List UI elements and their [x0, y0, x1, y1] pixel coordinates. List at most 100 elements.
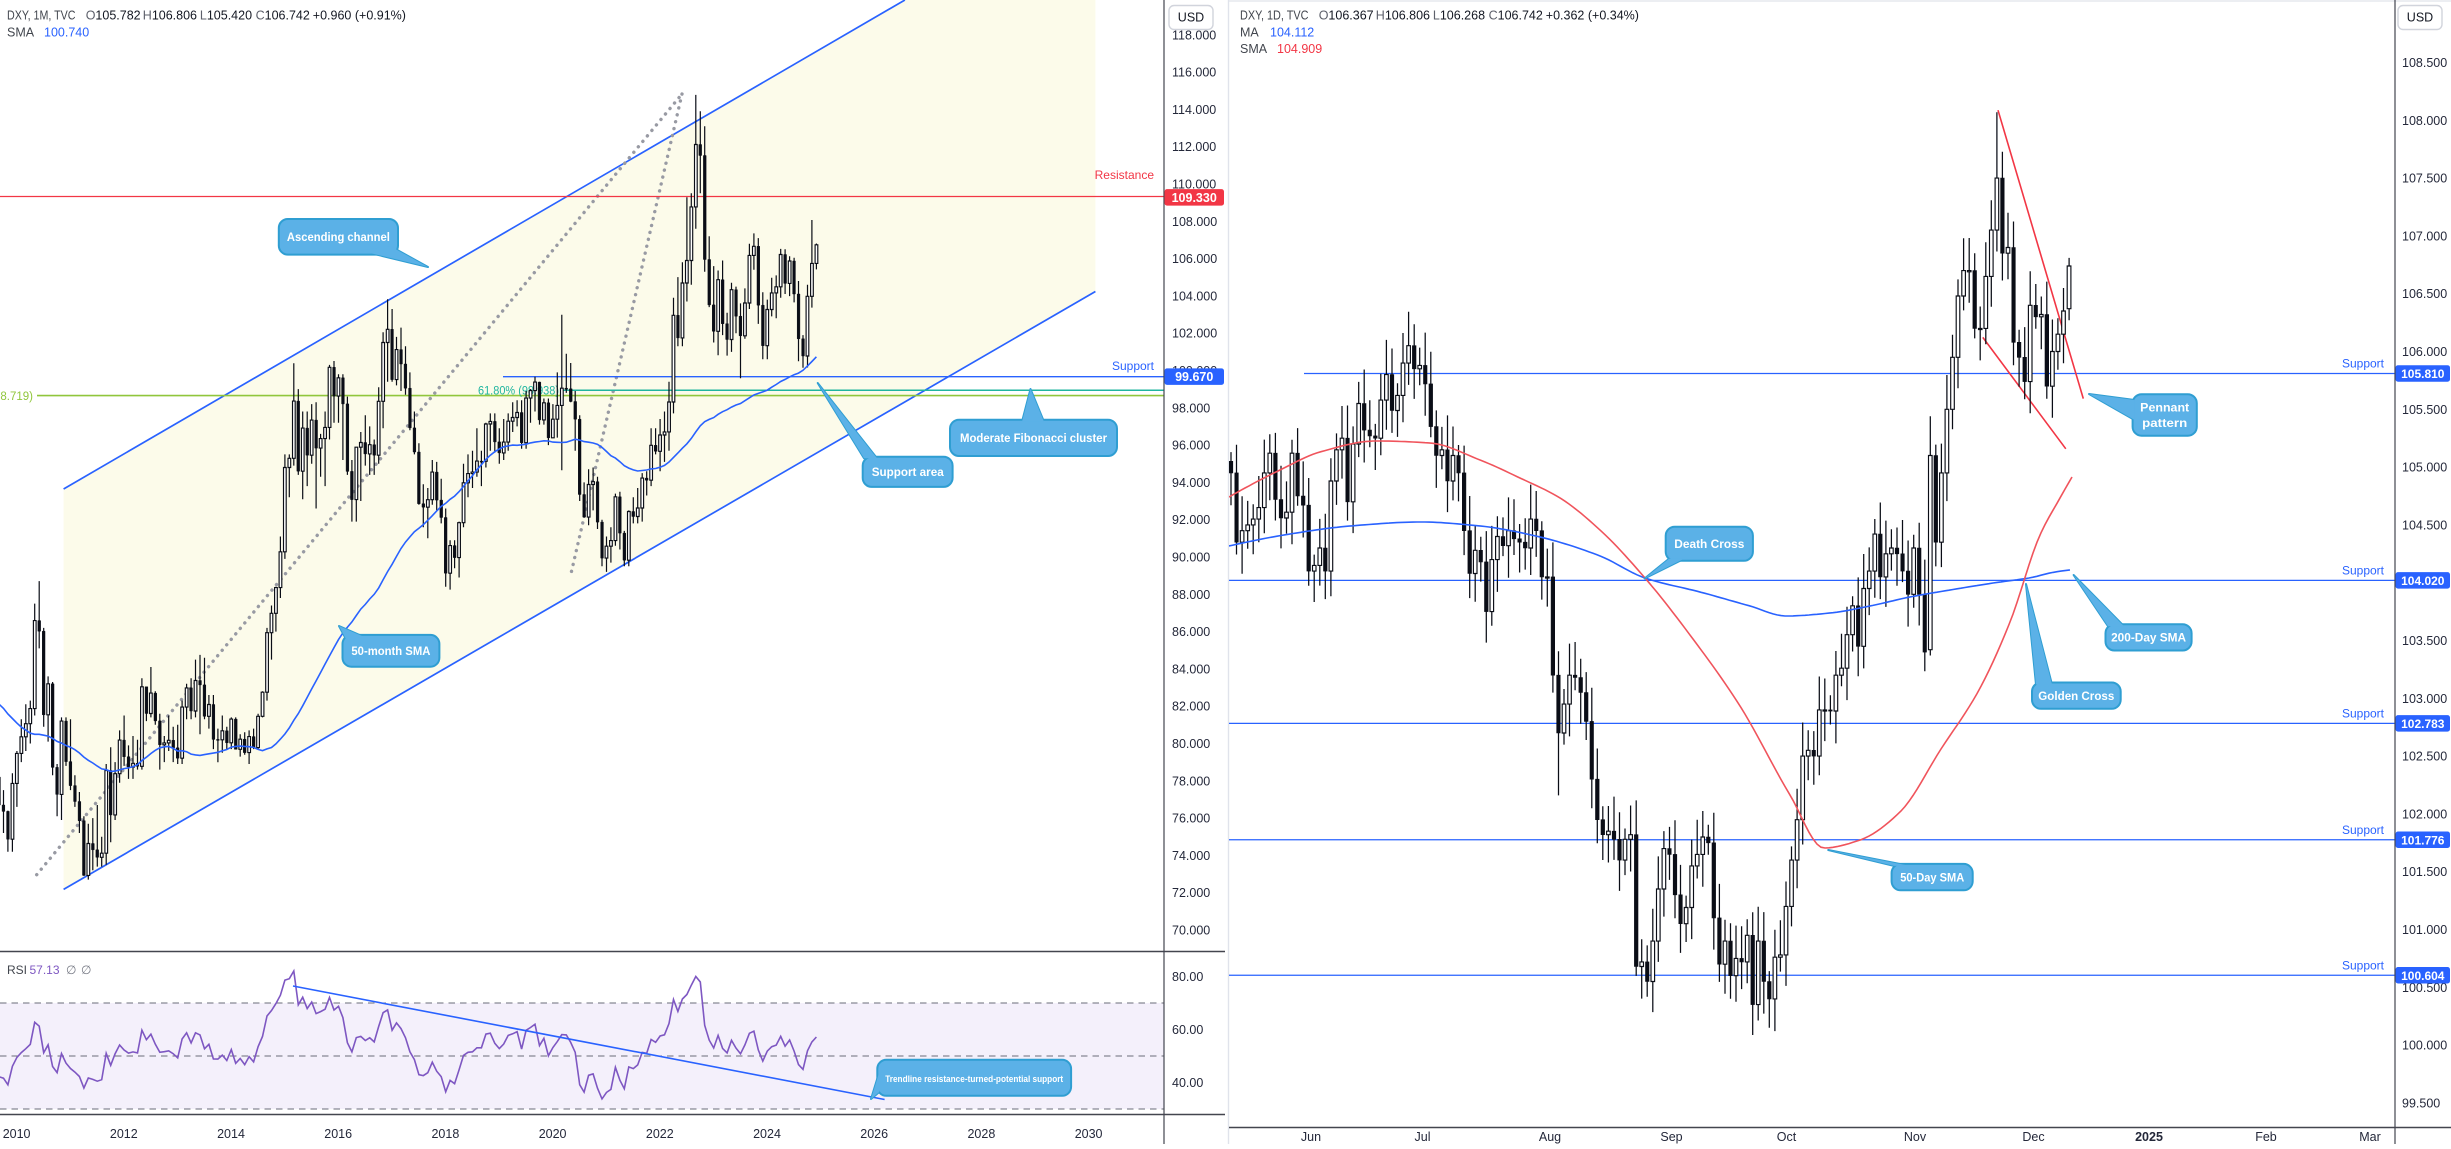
svg-text:86.000: 86.000	[1172, 625, 1210, 639]
svg-text:101.500: 101.500	[2402, 865, 2447, 879]
svg-text:2010: 2010	[3, 1127, 31, 1141]
svg-text:107.000: 107.000	[2402, 229, 2447, 243]
svg-text:84.000: 84.000	[1172, 662, 1210, 676]
svg-text:L106.268: L106.268	[1433, 9, 1485, 23]
svg-text:H106.806: H106.806	[143, 9, 197, 23]
svg-text:114.000: 114.000	[1172, 103, 1216, 117]
svg-text:50-Day SMA: 50-Day SMA	[1900, 870, 1964, 884]
svg-text:100.500: 100.500	[2402, 981, 2447, 995]
svg-text:Support: Support	[1112, 359, 1155, 373]
svg-text:106.000: 106.000	[2402, 345, 2447, 359]
svg-text:104.112: 104.112	[1270, 26, 1314, 40]
svg-text:Support: Support	[2342, 958, 2385, 972]
svg-text:DXY, 1D, TVC: DXY, 1D, TVC	[1240, 9, 1309, 23]
svg-text:50-month SMA: 50-month SMA	[351, 644, 430, 658]
svg-text:SMA: SMA	[1240, 42, 1268, 56]
svg-text:200-Day SMA: 200-Day SMA	[2111, 631, 2186, 645]
svg-text:O105.782: O105.782	[86, 9, 141, 23]
svg-text:88.000: 88.000	[1172, 588, 1210, 602]
svg-text:118.000: 118.000	[1172, 28, 1216, 42]
svg-text:Support: Support	[2342, 357, 2385, 371]
svg-text:+0.960 (+0.91%): +0.960 (+0.91%)	[313, 9, 406, 23]
svg-text:Sep: Sep	[1660, 1130, 1682, 1144]
svg-text:C106.742: C106.742	[1489, 9, 1543, 23]
svg-text:2018: 2018	[431, 1127, 459, 1141]
svg-text:102.000: 102.000	[1172, 327, 1217, 341]
svg-text:104.909: 104.909	[1277, 42, 1322, 56]
svg-text:Resistance: Resistance	[1095, 168, 1155, 182]
svg-text:100.000: 100.000	[2402, 1039, 2447, 1053]
svg-text:98.000: 98.000	[1172, 401, 1210, 415]
svg-text:99.500: 99.500	[2402, 1096, 2440, 1110]
svg-text:pattern: pattern	[2142, 416, 2187, 430]
svg-text:Pennant: Pennant	[2140, 401, 2189, 415]
svg-text:104.020: 104.020	[2401, 574, 2445, 588]
svg-text:105.810: 105.810	[2401, 367, 2445, 381]
svg-text:57.13: 57.13	[30, 963, 60, 977]
svg-text:76.000: 76.000	[1172, 812, 1210, 826]
svg-text:78.000: 78.000	[1172, 774, 1210, 788]
svg-text:96.000: 96.000	[1172, 439, 1210, 453]
svg-text:80.00: 80.00	[1172, 970, 1203, 984]
svg-text:O106.367: O106.367	[1319, 9, 1374, 23]
svg-text:Feb: Feb	[2255, 1130, 2277, 1144]
svg-text:Moderate Fibonacci cluster: Moderate Fibonacci cluster	[960, 431, 1107, 445]
svg-text:116.000: 116.000	[1172, 66, 1216, 80]
svg-text:109.330: 109.330	[1172, 191, 1217, 205]
svg-text:108.000: 108.000	[2402, 114, 2447, 128]
svg-text:108.500: 108.500	[2402, 56, 2447, 70]
svg-text:2016: 2016	[324, 1127, 352, 1141]
svg-text:102.500: 102.500	[2402, 750, 2447, 764]
svg-text:(98.719): (98.719)	[0, 391, 33, 403]
svg-text:Oct: Oct	[1777, 1130, 1797, 1144]
svg-text:∅: ∅	[66, 963, 76, 977]
svg-text:101.776: 101.776	[2401, 833, 2445, 847]
svg-text:Trendline resistance-turned-po: Trendline resistance-turned-potential su…	[885, 1074, 1064, 1085]
svg-text:106.000: 106.000	[1172, 252, 1217, 266]
svg-text:Jun: Jun	[1301, 1130, 1321, 1144]
svg-text:MA: MA	[1240, 26, 1259, 40]
svg-text:USD: USD	[1178, 11, 1204, 25]
svg-text:2028: 2028	[967, 1127, 995, 1141]
svg-text:2012: 2012	[110, 1127, 138, 1141]
svg-text:Aug: Aug	[1539, 1130, 1561, 1144]
svg-text:101.000: 101.000	[2402, 923, 2447, 937]
svg-text:94.000: 94.000	[1172, 476, 1210, 490]
svg-text:H106.806: H106.806	[1376, 9, 1430, 23]
svg-text:105.000: 105.000	[2402, 461, 2447, 475]
svg-text:92.000: 92.000	[1172, 513, 1210, 527]
svg-text:Dec: Dec	[2022, 1130, 2044, 1144]
svg-text:82.000: 82.000	[1172, 700, 1210, 714]
svg-text:Support area: Support area	[872, 465, 944, 479]
svg-text:110.000: 110.000	[1172, 178, 1216, 192]
svg-text:102.000: 102.000	[2402, 807, 2447, 821]
svg-text:72.000: 72.000	[1172, 886, 1210, 900]
svg-text:40.00: 40.00	[1172, 1076, 1203, 1090]
svg-text:70.000: 70.000	[1172, 924, 1210, 938]
svg-text:2026: 2026	[860, 1127, 888, 1141]
svg-text:80.000: 80.000	[1172, 737, 1210, 751]
svg-text:RSI: RSI	[7, 963, 27, 977]
svg-text:DXY, 1M, TVC: DXY, 1M, TVC	[7, 9, 76, 23]
svg-text:Ascending channel: Ascending channel	[287, 230, 390, 244]
svg-text:105.500: 105.500	[2402, 403, 2447, 417]
svg-text:USD: USD	[2407, 11, 2433, 25]
svg-text:104.000: 104.000	[1172, 289, 1217, 303]
svg-text:99.670: 99.670	[1175, 370, 1213, 384]
svg-text:102.783: 102.783	[2401, 717, 2445, 731]
svg-text:Golden Cross: Golden Cross	[2038, 689, 2114, 703]
svg-text:Mar: Mar	[2359, 1130, 2381, 1144]
svg-text:L105.420: L105.420	[200, 9, 252, 23]
svg-text:2030: 2030	[1075, 1127, 1103, 1141]
svg-text:SMA: SMA	[7, 26, 35, 40]
svg-text:2014: 2014	[217, 1127, 245, 1141]
svg-text:61.80% (98.938): 61.80% (98.938)	[478, 385, 559, 397]
svg-text:+0.362 (+0.34%): +0.362 (+0.34%)	[1546, 9, 1639, 23]
svg-text:Death Cross: Death Cross	[1674, 537, 1744, 551]
svg-text:103.000: 103.000	[2402, 692, 2447, 706]
svg-text:107.500: 107.500	[2402, 172, 2447, 186]
svg-text:Support: Support	[2342, 563, 2385, 577]
svg-text:Support: Support	[2342, 823, 2385, 837]
svg-text:100.740: 100.740	[44, 26, 89, 40]
svg-text:103.500: 103.500	[2402, 634, 2447, 648]
